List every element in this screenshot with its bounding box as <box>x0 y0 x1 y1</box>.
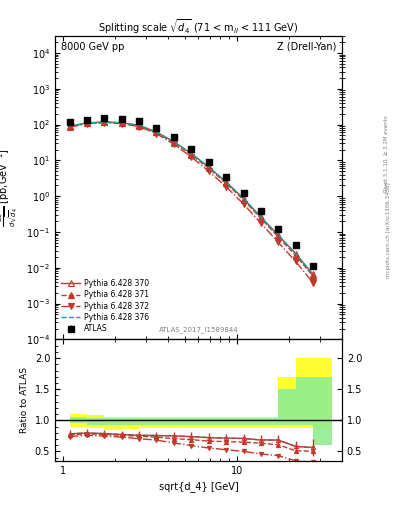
Pythia 6.428 370 <box>311 271 316 278</box>
Pythia 6.428 372 <box>119 120 124 126</box>
Text: 8000 GeV pp: 8000 GeV pp <box>61 42 124 52</box>
Pythia 6.428 370 <box>84 120 89 126</box>
Pythia 6.428 376 <box>136 122 141 129</box>
Pythia 6.428 371 <box>189 152 194 158</box>
Pythia 6.428 376 <box>206 164 211 170</box>
Pythia 6.428 376 <box>102 119 107 125</box>
Pythia 6.428 372 <box>67 124 72 130</box>
Pythia 6.428 371 <box>241 197 246 203</box>
Pythia 6.428 370 <box>241 196 246 202</box>
Pythia 6.428 370 <box>67 123 72 129</box>
Pythia 6.428 376 <box>189 151 194 157</box>
Pythia 6.428 372 <box>259 220 263 226</box>
Pythia 6.428 376 <box>224 179 228 185</box>
Pythia 6.428 372 <box>154 131 159 137</box>
Pythia 6.428 371 <box>84 120 89 126</box>
Pythia 6.428 370 <box>276 232 281 238</box>
Pythia 6.428 372 <box>136 123 141 130</box>
Pythia 6.428 370 <box>102 119 107 125</box>
Pythia 6.428 376 <box>259 214 263 220</box>
Pythia 6.428 376 <box>276 232 281 238</box>
Text: ATLAS_2017_I1589844: ATLAS_2017_I1589844 <box>159 327 238 333</box>
Pythia 6.428 376 <box>241 196 246 202</box>
Pythia 6.428 370 <box>259 214 263 220</box>
Pythia 6.428 372 <box>311 280 316 286</box>
Pythia 6.428 370 <box>189 151 194 157</box>
Pythia 6.428 372 <box>84 121 89 127</box>
Y-axis label: Ratio to ATLAS: Ratio to ATLAS <box>20 367 29 433</box>
Pythia 6.428 372 <box>189 154 194 160</box>
Pythia 6.428 371 <box>136 122 141 129</box>
Pythia 6.428 371 <box>171 140 176 146</box>
Title: Splitting scale $\sqrt{d_4}$ (71 < m$_{ll}$ < 111 GeV): Splitting scale $\sqrt{d_4}$ (71 < m$_{l… <box>98 17 299 36</box>
Pythia 6.428 371 <box>102 119 107 125</box>
Pythia 6.428 376 <box>84 120 89 126</box>
Line: Pythia 6.428 370: Pythia 6.428 370 <box>67 119 316 277</box>
Pythia 6.428 372 <box>171 141 176 147</box>
Line: Pythia 6.428 372: Pythia 6.428 372 <box>67 120 316 286</box>
Pythia 6.428 376 <box>293 250 298 257</box>
Pythia 6.428 372 <box>276 239 281 245</box>
Pythia 6.428 370 <box>154 129 159 135</box>
Line: Pythia 6.428 376: Pythia 6.428 376 <box>70 122 313 275</box>
Pythia 6.428 376 <box>67 123 72 129</box>
Legend: Pythia 6.428 370, Pythia 6.428 371, Pythia 6.428 372, Pythia 6.428 376, ATLAS: Pythia 6.428 370, Pythia 6.428 371, Pyth… <box>59 277 151 335</box>
Pythia 6.428 372 <box>206 168 211 174</box>
Text: Z (Drell-Yan): Z (Drell-Yan) <box>277 42 336 52</box>
Pythia 6.428 370 <box>293 250 298 257</box>
Pythia 6.428 371 <box>67 123 72 130</box>
Pythia 6.428 371 <box>154 130 159 136</box>
Pythia 6.428 371 <box>206 165 211 172</box>
Pythia 6.428 371 <box>276 234 281 240</box>
Pythia 6.428 376 <box>311 272 316 278</box>
Line: Pythia 6.428 371: Pythia 6.428 371 <box>67 119 316 279</box>
Pythia 6.428 370 <box>136 122 141 129</box>
Text: mcplots.cern.ch [arXiv:1306.3436]: mcplots.cern.ch [arXiv:1306.3436] <box>386 183 391 278</box>
Pythia 6.428 372 <box>102 120 107 126</box>
X-axis label: sqrt{d_4} [GeV]: sqrt{d_4} [GeV] <box>159 481 238 492</box>
Pythia 6.428 371 <box>311 273 316 280</box>
Pythia 6.428 372 <box>241 201 246 207</box>
Pythia 6.428 376 <box>154 129 159 135</box>
Y-axis label: $\frac{d\sigma}{d\sqrt{\overline{d}_4}}$ [pb,GeV$^{-1}$]: $\frac{d\sigma}{d\sqrt{\overline{d}_4}}$… <box>0 148 20 227</box>
Pythia 6.428 371 <box>224 180 228 186</box>
Pythia 6.428 376 <box>171 139 176 145</box>
Pythia 6.428 371 <box>293 252 298 259</box>
Pythia 6.428 371 <box>119 120 124 126</box>
Pythia 6.428 370 <box>119 120 124 126</box>
Pythia 6.428 370 <box>206 164 211 170</box>
Pythia 6.428 372 <box>293 259 298 265</box>
Pythia 6.428 370 <box>171 139 176 145</box>
Pythia 6.428 376 <box>119 120 124 126</box>
Pythia 6.428 372 <box>224 183 228 189</box>
Pythia 6.428 371 <box>259 215 263 221</box>
Text: Rivet 3.1.10, ≥ 3.2M events: Rivet 3.1.10, ≥ 3.2M events <box>384 115 389 192</box>
Pythia 6.428 370 <box>224 179 228 185</box>
